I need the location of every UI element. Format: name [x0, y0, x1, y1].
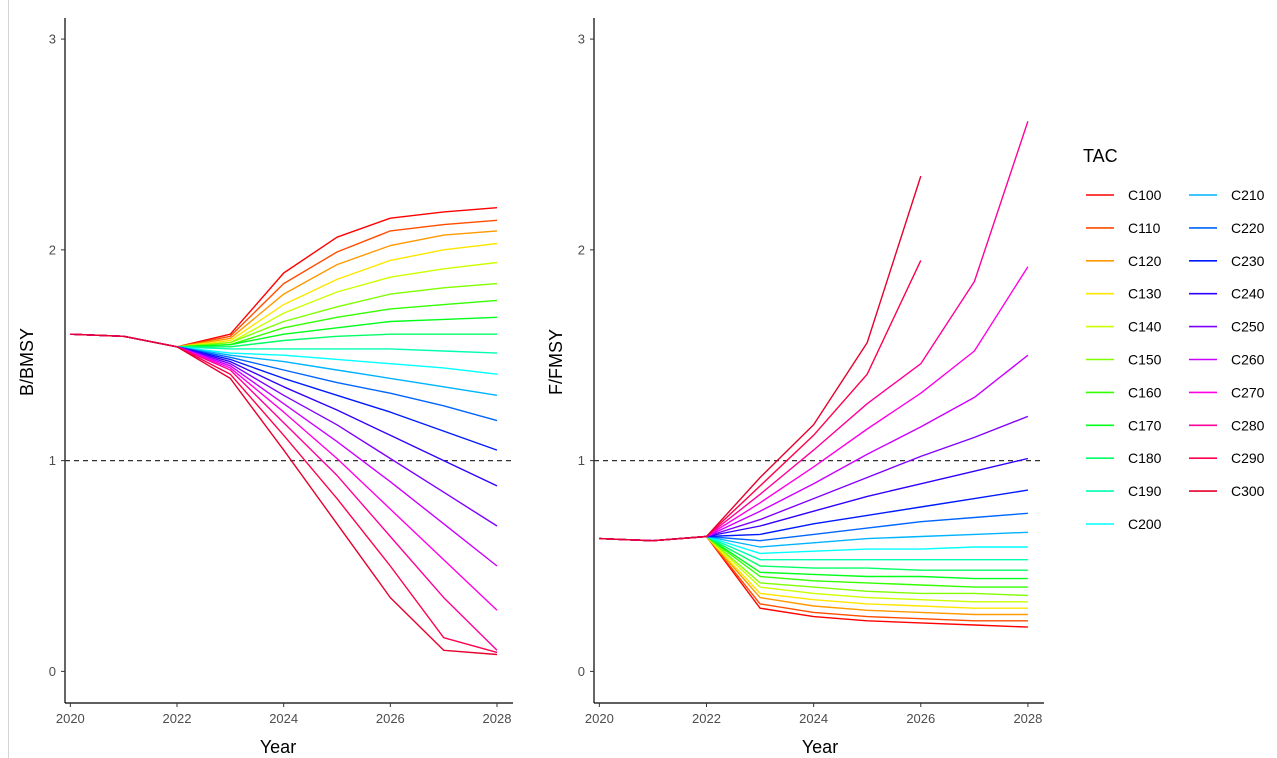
ffmsy-x-tick-label: 2026 — [906, 711, 935, 726]
legend-label-c250: C250 — [1231, 319, 1265, 335]
ffmsy-y-tick-label: 2 — [578, 242, 585, 257]
legend-label-c100: C100 — [1128, 187, 1162, 203]
bbmsy-series-c180 — [70, 333, 497, 348]
ffmsy-series-c230 — [599, 489, 1029, 542]
bbmsy-series-c280 — [70, 333, 498, 651]
bbmsy-y-tick-label: 2 — [49, 242, 56, 257]
page-edge-line — [8, 0, 9, 758]
ffmsy-x-tick-label: 2022 — [692, 711, 721, 726]
legend-label-c260: C260 — [1231, 352, 1265, 368]
legend-label-c150: C150 — [1128, 352, 1162, 368]
legend-label-c220: C220 — [1231, 220, 1265, 236]
ffmsy-x-tick-label: 2024 — [799, 711, 828, 726]
ffmsy-series-c160 — [599, 535, 1028, 588]
legend-label-c180: C180 — [1128, 450, 1162, 466]
ffmsy-y-tick-label: 3 — [578, 32, 585, 47]
legend-label-c130: C130 — [1128, 286, 1162, 302]
ffmsy-y-axis-title: F/FMSY — [546, 329, 566, 395]
legend-label-c120: C120 — [1128, 253, 1162, 269]
legend-label-c110: C110 — [1128, 220, 1161, 236]
legend-label-c270: C270 — [1231, 384, 1265, 400]
legend: TAC C100 C110 C120 C130 C140 C150 C160 C170 C180… — [1083, 146, 1265, 532]
ffmsy-y-tick-label: 0 — [578, 664, 585, 679]
legend-label-c240: C240 — [1231, 286, 1265, 302]
bbmsy-series-c100 — [70, 207, 498, 348]
legend-label-c280: C280 — [1231, 417, 1265, 433]
ffmsy-x-tick-label: 2020 — [585, 711, 614, 726]
legend-label-c290: C290 — [1231, 450, 1265, 466]
legend-label-c170: C170 — [1128, 417, 1162, 433]
bbmsy-x-tick-label: 2024 — [269, 711, 298, 726]
bbmsy-series-c230 — [70, 333, 498, 451]
ffmsy-panel: 2020 2022 2024 2026 2028 0 1 2 3 Year F/FMSY — [546, 18, 1044, 757]
bbmsy-x-tick-label: 2028 — [483, 711, 512, 726]
bbmsy-y-tick-label: 1 — [49, 453, 56, 468]
legend-title: TAC — [1083, 146, 1118, 166]
bbmsy-x-tick-label: 2020 — [56, 711, 85, 726]
ffmsy-series-c220 — [599, 512, 1028, 542]
legend-label-c160: C160 — [1128, 384, 1162, 400]
legend-label-c200: C200 — [1128, 516, 1162, 532]
bbmsy-series-c250 — [70, 333, 498, 527]
bbmsy-y-tick-label: 3 — [49, 32, 56, 47]
bbmsy-series-c130 — [70, 242, 498, 348]
bbmsy-x-axis-title: Year — [260, 737, 296, 757]
bbmsy-series-c290 — [70, 333, 498, 654]
ffmsy-series-c260 — [599, 354, 1029, 542]
bbmsy-series-c300 — [70, 333, 498, 656]
ffmsy-series-c200 — [599, 535, 1028, 555]
bbmsy-panel: 2020 2022 2024 2026 2028 0 1 2 3 Year B/BMSY — [17, 18, 513, 757]
legend-label-c210: C210 — [1231, 187, 1265, 203]
ffmsy-series-c140 — [599, 535, 1028, 603]
legend-label-c190: C190 — [1128, 483, 1162, 499]
ffmsy-x-axis-title: Year — [802, 737, 838, 757]
bbmsy-series-c190 — [70, 333, 498, 354]
bbmsy-y-tick-label: 0 — [49, 664, 56, 679]
bbmsy-series-c270 — [70, 333, 498, 611]
legend-label-c140: C140 — [1128, 319, 1162, 335]
ffmsy-series-c300 — [599, 175, 922, 542]
bbmsy-series-c220 — [70, 333, 498, 422]
legend-label-c230: C230 — [1231, 253, 1265, 269]
ffmsy-x-tick-label: 2028 — [1013, 711, 1042, 726]
ffmsy-y-tick-label: 1 — [578, 453, 585, 468]
ffmsy-series-c120 — [599, 535, 1028, 616]
bbmsy-x-tick-label: 2022 — [163, 711, 192, 726]
ffmsy-series-c180 — [599, 535, 1028, 571]
bbmsy-series-c240 — [70, 333, 498, 487]
bbmsy-y-axis-title: B/BMSY — [17, 328, 37, 396]
bbmsy-series-c150 — [70, 282, 498, 348]
ffmsy-series-c280 — [599, 121, 1029, 542]
bbmsy-x-tick-label: 2026 — [376, 711, 405, 726]
legend-label-c300: C300 — [1231, 483, 1265, 499]
